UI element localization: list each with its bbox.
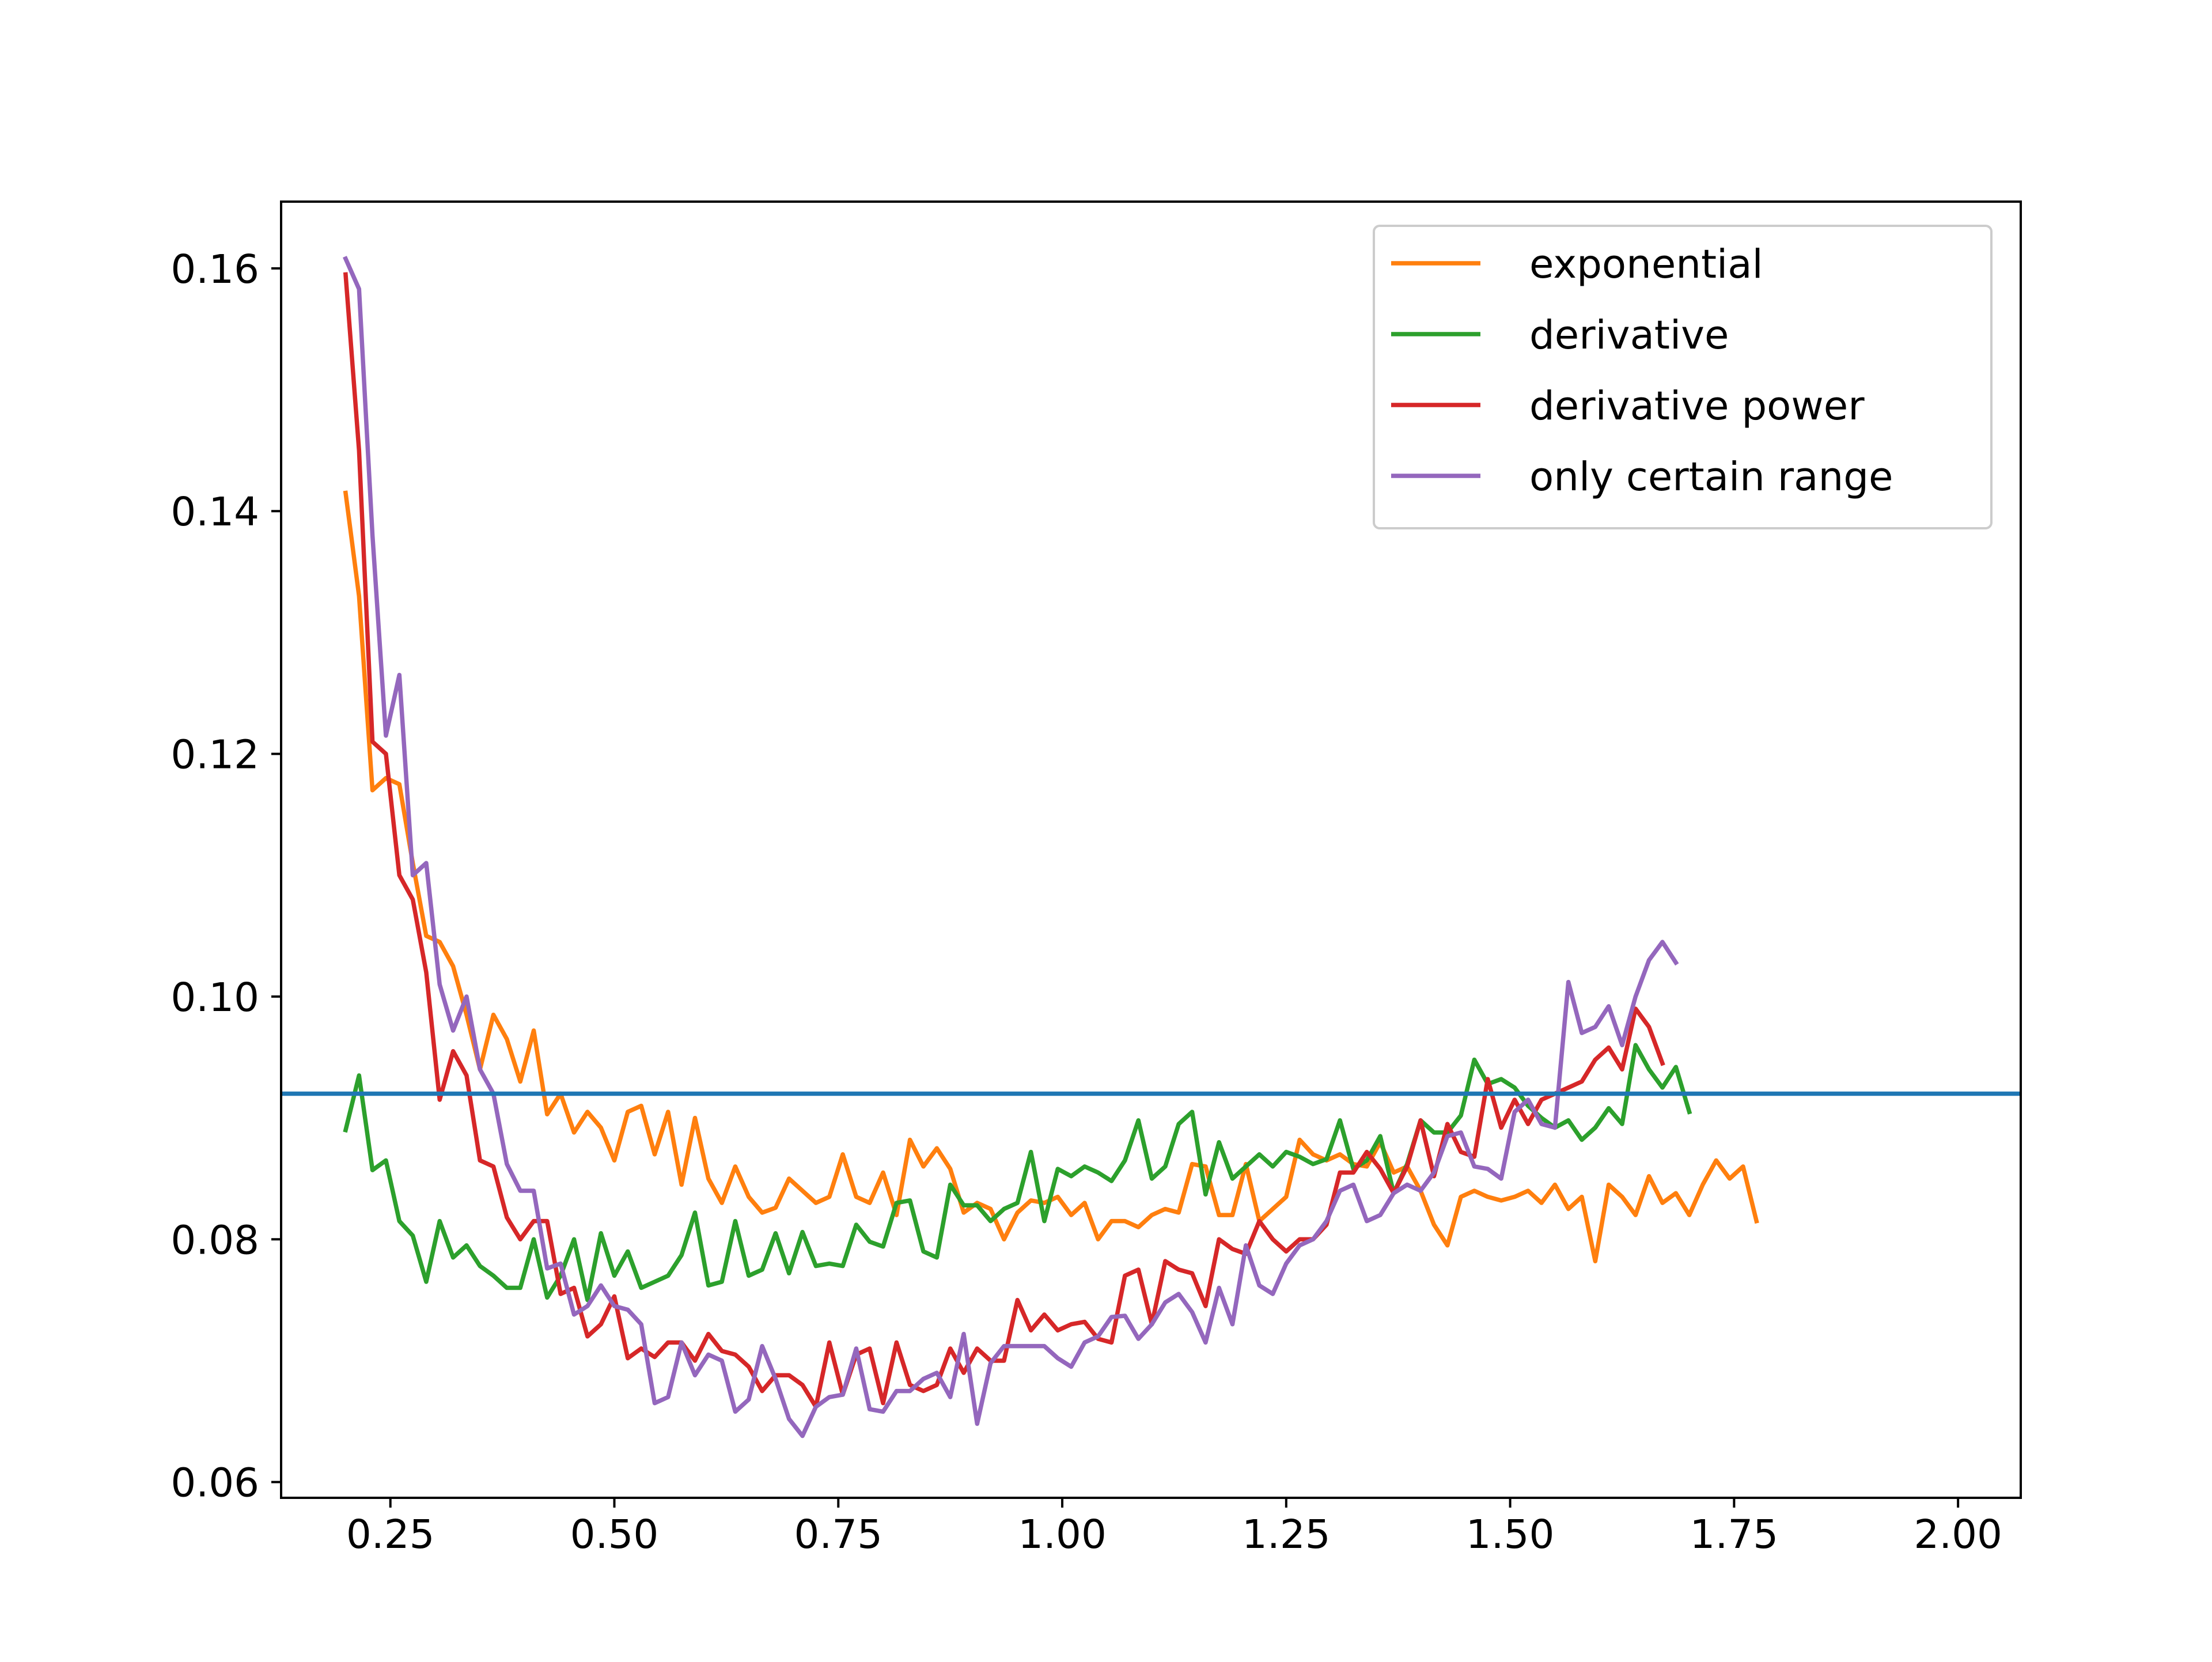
x-tick-label: 0.50: [570, 1512, 659, 1558]
series-line-only-certain-range: [343, 256, 1679, 1438]
y-axis-ticks: 0.06 0.08 0.10 0.12 0.14 0.16: [171, 247, 281, 1506]
x-tick-label: 1.00: [1018, 1512, 1107, 1558]
y-tick-label: 0.14: [171, 489, 259, 535]
legend-label: only certain range: [1529, 454, 1893, 500]
y-tick-label: 0.12: [171, 732, 259, 778]
x-tick-label: 0.25: [346, 1512, 435, 1558]
x-axis-ticks: 0.25 0.50 0.75 1.00 1.25 1.50 1.75 2.00: [346, 1498, 2002, 1558]
x-tick-label: 0.75: [794, 1512, 882, 1558]
series-line-derivative: [343, 1043, 1692, 1303]
legend-label: derivative: [1529, 312, 1729, 358]
plot-area: 0.25 0.50 0.75 1.00 1.25 1.50 1.75 2.00 0.06 0.08…: [171, 200, 2022, 1558]
y-tick-label: 0.10: [171, 975, 259, 1021]
legend: exponential derivative derivative power onl…: [1373, 225, 1993, 529]
legend-box: [1373, 225, 1993, 529]
x-tick-label: 1.50: [1466, 1512, 1555, 1558]
x-tick-label: 1.75: [1690, 1512, 1779, 1558]
x-tick-label: 2.00: [1914, 1512, 2002, 1558]
series-lines: [343, 256, 1759, 1438]
y-tick-label: 0.06: [171, 1460, 259, 1506]
x-tick-label: 1.25: [1242, 1512, 1331, 1558]
legend-label: derivative power: [1529, 383, 1865, 429]
series-line-derivative-power: [343, 272, 1665, 1409]
y-tick-label: 0.08: [171, 1217, 259, 1263]
axes-frame: [280, 200, 2022, 1499]
y-tick-label: 0.16: [171, 247, 259, 293]
legend-label: exponential: [1529, 241, 1763, 287]
